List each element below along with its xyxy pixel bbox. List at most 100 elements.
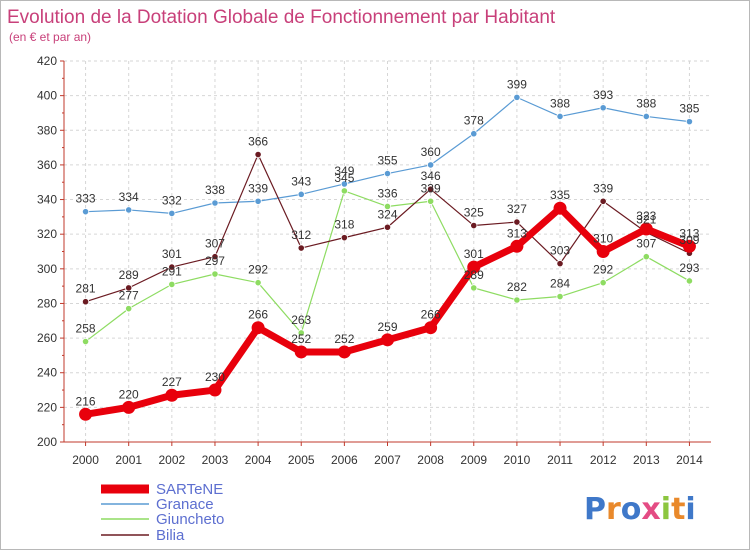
data-label-bilia: 312 [291,228,311,242]
data-point-sartene [510,239,524,253]
data-point-bilia [254,150,262,159]
data-label-granace: 393 [593,88,613,102]
x-tick-label: 2002 [158,453,185,467]
data-label-giuncheto: 291 [162,264,182,278]
data-label-giuncheto: 307 [636,237,656,251]
data-point-bilia [427,185,435,193]
data-point-giuncheto [297,329,305,337]
data-point-giuncheto [470,284,478,292]
data-point-bilia [81,298,90,306]
data-point-granace [642,112,650,121]
data-point-sartene [79,407,93,421]
chart-subtitle: (en € et par an) [9,30,91,44]
data-label-sartene: 301 [464,247,484,261]
data-point-bilia [168,263,176,271]
data-label-sartene: 220 [119,387,139,401]
x-tick-label: 2012 [590,453,617,467]
data-label-granace: 388 [636,96,656,110]
data-label-bilia: 301 [162,247,182,261]
data-point-bilia [599,197,607,205]
data-point-bilia [297,244,305,252]
x-tick-label: 2009 [460,453,487,467]
x-tick-label: 2011 [547,453,573,467]
data-label-sartene: 335 [550,188,570,202]
x-tick-label: 2004 [245,453,272,467]
data-point-giuncheto [599,279,607,287]
data-label-bilia: 307 [205,237,225,251]
y-tick-label: 420 [37,54,57,68]
data-point-bilia [125,284,133,292]
data-point-granace [470,130,478,138]
data-point-sartene [682,239,696,253]
data-point-granace [211,199,219,207]
data-label-granace: 355 [377,154,397,168]
data-label-bilia: 339 [593,181,613,195]
data-point-giuncheto [642,253,650,261]
data-labels: 216 220 227 230 266 252 252 259 266 301 313 335 310 3… [76,77,700,408]
y-tick-label: 220 [37,400,57,414]
data-label-giuncheto: 258 [76,322,96,336]
data-point-granace [125,206,133,214]
data-label-bilia: 321 [636,212,656,226]
data-point-bilia [470,221,478,230]
data-point-granace [383,169,392,178]
data-point-sartene [596,245,610,258]
x-tick-label: 2007 [374,453,401,467]
data-label-granace: 378 [464,114,484,128]
data-point-granace [340,180,348,188]
logo-letter: P [584,492,606,527]
series-lines [79,93,696,421]
data-point-granace [685,118,694,126]
data-label-sartene: 252 [291,332,311,346]
x-tick-label: 2001 [115,453,142,467]
data-point-giuncheto [685,277,694,285]
data-point-granace [254,197,262,205]
legend-label-giuncheto: Giuncheto [156,511,224,528]
data-label-sartene: 266 [421,308,441,322]
data-label-bilia: 325 [464,206,484,220]
data-label-sartene: 323 [636,209,656,223]
y-tick-label: 240 [37,366,57,380]
data-point-bilia [513,218,521,226]
x-tick-label: 2003 [202,453,229,467]
data-label-sartene: 313 [507,226,527,240]
data-point-granace [513,93,521,101]
data-label-sartene: 266 [248,308,268,322]
proxiti-logo-text: Proxiti [584,492,696,527]
data-point-sartene [639,222,653,236]
data-label-granace: 349 [334,164,354,178]
data-label-sartene: 227 [162,375,182,389]
data-label-giuncheto: 339 [421,181,441,195]
data-label-granace: 388 [550,96,570,110]
data-label-giuncheto: 284 [550,277,570,291]
data-label-giuncheto: 336 [377,186,397,200]
logo-letter: r [606,492,621,527]
data-label-giuncheto: 289 [464,268,484,282]
data-point-bilia [556,260,564,268]
data-point-granace [599,104,607,112]
data-point-giuncheto [81,337,90,346]
data-point-sartene [251,321,265,335]
data-label-bilia: 289 [119,268,139,282]
data-label-granace: 385 [679,102,699,116]
y-tick-label: 280 [37,296,57,310]
x-tick-label: 2006 [331,453,358,467]
data-point-granace [427,161,435,169]
data-label-giuncheto: 282 [507,280,527,294]
data-point-sartene [381,333,394,347]
data-point-sartene [467,260,481,274]
axes: 200 220 240 260 280 300 320 340 360 380 400 420 2000… [37,54,711,467]
data-point-sartene [337,345,351,359]
data-label-bilia: 346 [421,169,441,183]
data-point-sartene [165,388,179,402]
data-point-giuncheto [340,187,348,195]
data-point-giuncheto [254,279,262,287]
data-point-sartene [208,383,222,397]
data-label-bilia: 324 [377,207,397,221]
data-point-giuncheto [125,305,133,313]
data-label-granace: 343 [291,174,311,188]
data-label-giuncheto: 293 [679,261,699,275]
data-label-bilia: 309 [679,233,699,247]
data-label-sartene: 230 [205,370,225,384]
